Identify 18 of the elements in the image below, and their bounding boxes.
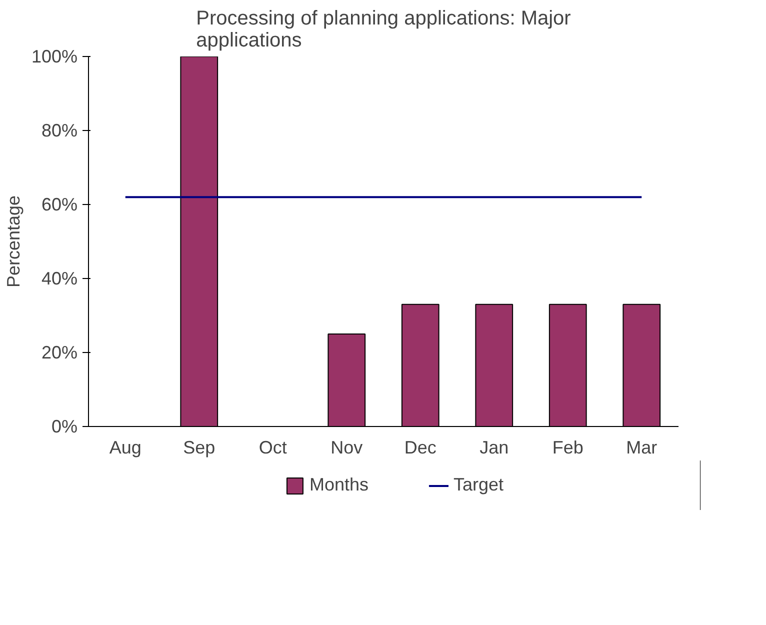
legend-label: Target xyxy=(454,474,504,496)
legend-label: Months xyxy=(309,474,368,496)
y-tick-label: 0% xyxy=(51,416,78,436)
x-tick-label: Dec xyxy=(404,438,436,458)
x-tick-label: Aug xyxy=(109,438,142,458)
x-tick-label: Mar xyxy=(626,438,658,458)
x-tick-label: Feb xyxy=(552,438,584,458)
chart-title: Processing of planning applications: Major applications xyxy=(196,8,572,52)
y-tick-label: 60% xyxy=(41,194,78,214)
y-tick-label: 100% xyxy=(31,46,78,66)
x-tick-label: Nov xyxy=(330,438,363,458)
y-axis-title: Percentage xyxy=(3,195,24,288)
y-tick-label: 80% xyxy=(41,120,78,140)
x-tick-label: Jan xyxy=(480,438,509,458)
x-tick-label: Oct xyxy=(258,438,287,458)
y-tick-label: 40% xyxy=(41,268,78,288)
x-tick-label: Sep xyxy=(183,438,216,458)
y-tick-label: 20% xyxy=(41,342,78,362)
